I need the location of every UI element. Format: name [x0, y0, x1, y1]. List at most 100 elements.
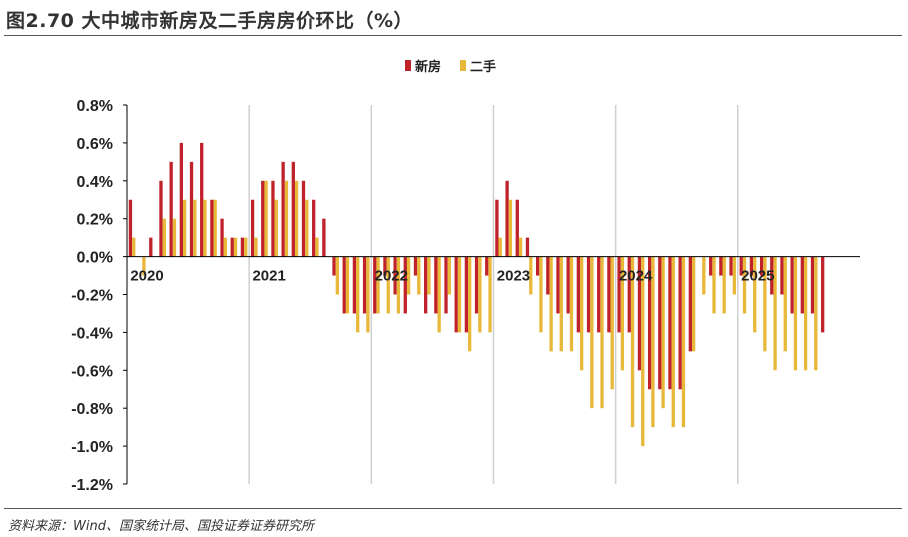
bar-second-hand: [569, 256, 574, 352]
bar-second-hand: [742, 256, 747, 314]
bar-second-hand: [386, 256, 390, 314]
bar-new-home: [434, 256, 438, 314]
bar-new-home: [505, 180, 509, 257]
bar-second-hand: [702, 256, 706, 295]
bar-second-hand: [193, 199, 197, 257]
legend-swatch: [405, 60, 411, 71]
bar-new-home: [719, 256, 723, 276]
bar-second-hand: [783, 256, 787, 352]
bar-second-hand: [671, 256, 675, 428]
bar-second-hand: [681, 256, 686, 428]
bar-second-hand: [549, 256, 553, 352]
y-tick-label: 0.4%: [77, 174, 113, 191]
bar-second-hand: [274, 199, 278, 257]
bar-new-home: [220, 218, 224, 257]
bar-second-hand: [518, 237, 523, 257]
bar-new-home: [413, 256, 418, 276]
y-tick-label: 0.8%: [77, 98, 113, 115]
bar-second-hand: [641, 256, 645, 447]
bar-new-home: [688, 256, 692, 352]
bar-second-hand: [182, 199, 187, 257]
y-tick-label: -0.8%: [71, 401, 113, 418]
bar-new-home: [301, 180, 306, 257]
source-note: 资料来源：Wind、国家统计局、国投证券证券研究所: [8, 519, 314, 534]
bar-second-hand: [254, 237, 258, 257]
bar-second-hand: [498, 237, 502, 257]
bar-new-home: [240, 237, 245, 257]
bar-second-hand: [712, 256, 716, 314]
bar-second-hand: [335, 256, 339, 295]
bar-second-hand: [620, 256, 625, 371]
bar-new-home: [474, 256, 479, 314]
bar-new-home: [444, 256, 448, 314]
bar-new-home: [271, 180, 275, 257]
bar-new-home: [495, 199, 499, 257]
bar-new-home: [597, 256, 601, 333]
bar-second-hand: [478, 256, 482, 333]
bar-new-home: [607, 256, 611, 333]
bar-second-hand: [305, 199, 309, 257]
bar-second-hand: [437, 256, 441, 333]
year-label-2025: 2025: [741, 268, 774, 285]
bar-second-hand: [132, 237, 136, 257]
bar-second-hand: [233, 237, 238, 257]
bar-second-hand: [508, 199, 513, 257]
bar-second-hand: [488, 256, 492, 333]
bar-new-home: [342, 256, 346, 314]
bar-new-home: [424, 256, 428, 314]
bar-new-home: [586, 256, 591, 333]
bar-second-hand: [396, 256, 401, 314]
bar-second-hand: [213, 199, 217, 257]
bar-new-home: [291, 161, 295, 257]
bar-new-home: [678, 256, 682, 390]
y-tick-label: -0.2%: [71, 288, 113, 305]
bar-second-hand: [590, 256, 594, 409]
bar-second-hand: [223, 237, 228, 257]
legend-label: 二手: [470, 59, 496, 75]
bar-new-home: [790, 256, 794, 314]
bar-second-hand: [753, 256, 757, 333]
bar-new-home: [312, 199, 316, 257]
bar-second-hand: [773, 256, 777, 371]
bar-new-home: [749, 256, 754, 276]
bar-new-home: [373, 256, 377, 314]
bar-new-home: [617, 256, 621, 333]
bar-second-hand: [356, 256, 360, 333]
bar-second-hand: [284, 180, 289, 257]
bar-second-hand: [264, 180, 268, 257]
y-tick-label: -1.0%: [71, 439, 113, 456]
bar-second-hand: [142, 256, 146, 276]
bar-new-home: [362, 256, 367, 314]
bar-second-hand: [610, 256, 614, 390]
bar-second-hand: [315, 237, 319, 257]
bar-new-home: [169, 161, 173, 257]
bar-new-home: [658, 256, 662, 390]
bar-new-home: [464, 256, 469, 333]
chart-bars: [128, 142, 825, 447]
bar-new-home: [780, 256, 784, 295]
bar-new-home: [566, 256, 570, 314]
bar-new-home: [535, 256, 540, 276]
bar-new-home: [546, 256, 550, 295]
bar-new-home: [525, 237, 530, 257]
bar-chart: 新房 二手 0.8% 0.6% 0.4% 0.2% 0.0% -0.2% -0.4% -0.6%…: [71, 59, 860, 494]
bar-new-home: [637, 256, 642, 371]
bar-second-hand: [803, 256, 808, 371]
legend-item-new-home: 新房: [405, 59, 441, 75]
bar-second-hand: [722, 256, 726, 314]
bar-new-home: [281, 161, 285, 257]
legend-item-second-hand: 二手: [460, 59, 496, 75]
bar-new-home: [250, 199, 255, 257]
bar-second-hand: [651, 256, 655, 428]
chart-legend: 新房 二手: [405, 59, 496, 75]
bar-second-hand: [447, 256, 451, 295]
legend-swatch: [460, 60, 466, 71]
bar-second-hand: [345, 256, 350, 314]
x-axis-year-labels: 2020 2021 2022 2023 2024 2025: [130, 268, 774, 285]
bar-new-home: [261, 180, 265, 257]
bar-new-home: [352, 256, 357, 314]
bar-new-home: [627, 256, 631, 333]
bar-second-hand: [427, 256, 431, 295]
title-divider: [4, 35, 902, 36]
bar-second-hand: [162, 218, 166, 257]
